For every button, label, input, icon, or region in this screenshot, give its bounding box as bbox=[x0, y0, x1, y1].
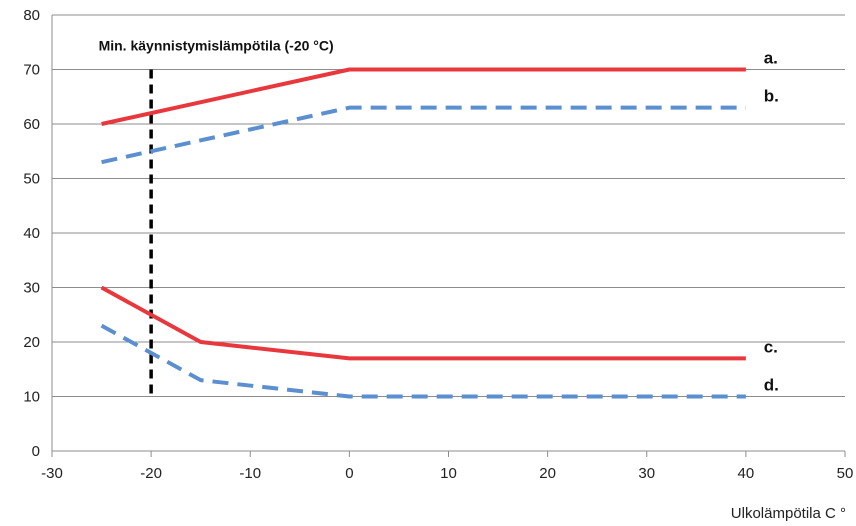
series-label-d: d. bbox=[764, 376, 779, 395]
x-tick-label-30: 30 bbox=[638, 465, 655, 482]
x-tick-label-20: 20 bbox=[539, 465, 556, 482]
y-tick-label-20: 20 bbox=[23, 334, 40, 351]
series-line-b bbox=[101, 105, 746, 165]
series-label-b: b. bbox=[764, 87, 779, 106]
x-tick-labels: -30 -20 -10 0 10 20 30 40 50 bbox=[41, 465, 853, 482]
y-tick-label-60: 60 bbox=[23, 116, 40, 133]
series-line-a bbox=[101, 67, 746, 126]
x-tick-label--30: -30 bbox=[41, 465, 63, 482]
y-tick-label-70: 70 bbox=[23, 62, 40, 79]
x-tick-label-0: 0 bbox=[345, 465, 353, 482]
x-axis-label: Ulkolämpötila C ° bbox=[731, 505, 846, 522]
series-label-a: a. bbox=[764, 49, 778, 68]
x-tick-label-10: 10 bbox=[440, 465, 457, 482]
series-line-d bbox=[100, 323, 746, 399]
y-tick-label-10: 10 bbox=[23, 389, 40, 406]
y-tick-labels: 0 10 20 30 40 50 60 70 80 bbox=[23, 7, 40, 460]
annotations: Min. käynnistymislämpötila (-20 °C) bbox=[99, 37, 334, 397]
x-tick-label--20: -20 bbox=[140, 465, 162, 482]
series-line-c bbox=[100, 285, 746, 361]
y-tick-label-80: 80 bbox=[23, 7, 40, 24]
x-tick-label-40: 40 bbox=[738, 465, 755, 482]
y-tick-label-40: 40 bbox=[23, 225, 40, 242]
axes bbox=[51, 15, 846, 457]
gridlines bbox=[52, 14, 845, 397]
x-tick-label-50: 50 bbox=[837, 465, 854, 482]
series-lines bbox=[100, 67, 746, 399]
y-tick-label-0: 0 bbox=[32, 443, 40, 460]
annotation-label-0: Min. käynnistymislämpötila (-20 °C) bbox=[99, 37, 334, 53]
y-tick-label-30: 30 bbox=[23, 280, 40, 297]
series-labels: a. b. c. d. bbox=[764, 49, 779, 395]
y-tick-label-50: 50 bbox=[23, 171, 40, 188]
series-label-c: c. bbox=[764, 337, 778, 356]
x-tick-label--10: -10 bbox=[239, 465, 261, 482]
